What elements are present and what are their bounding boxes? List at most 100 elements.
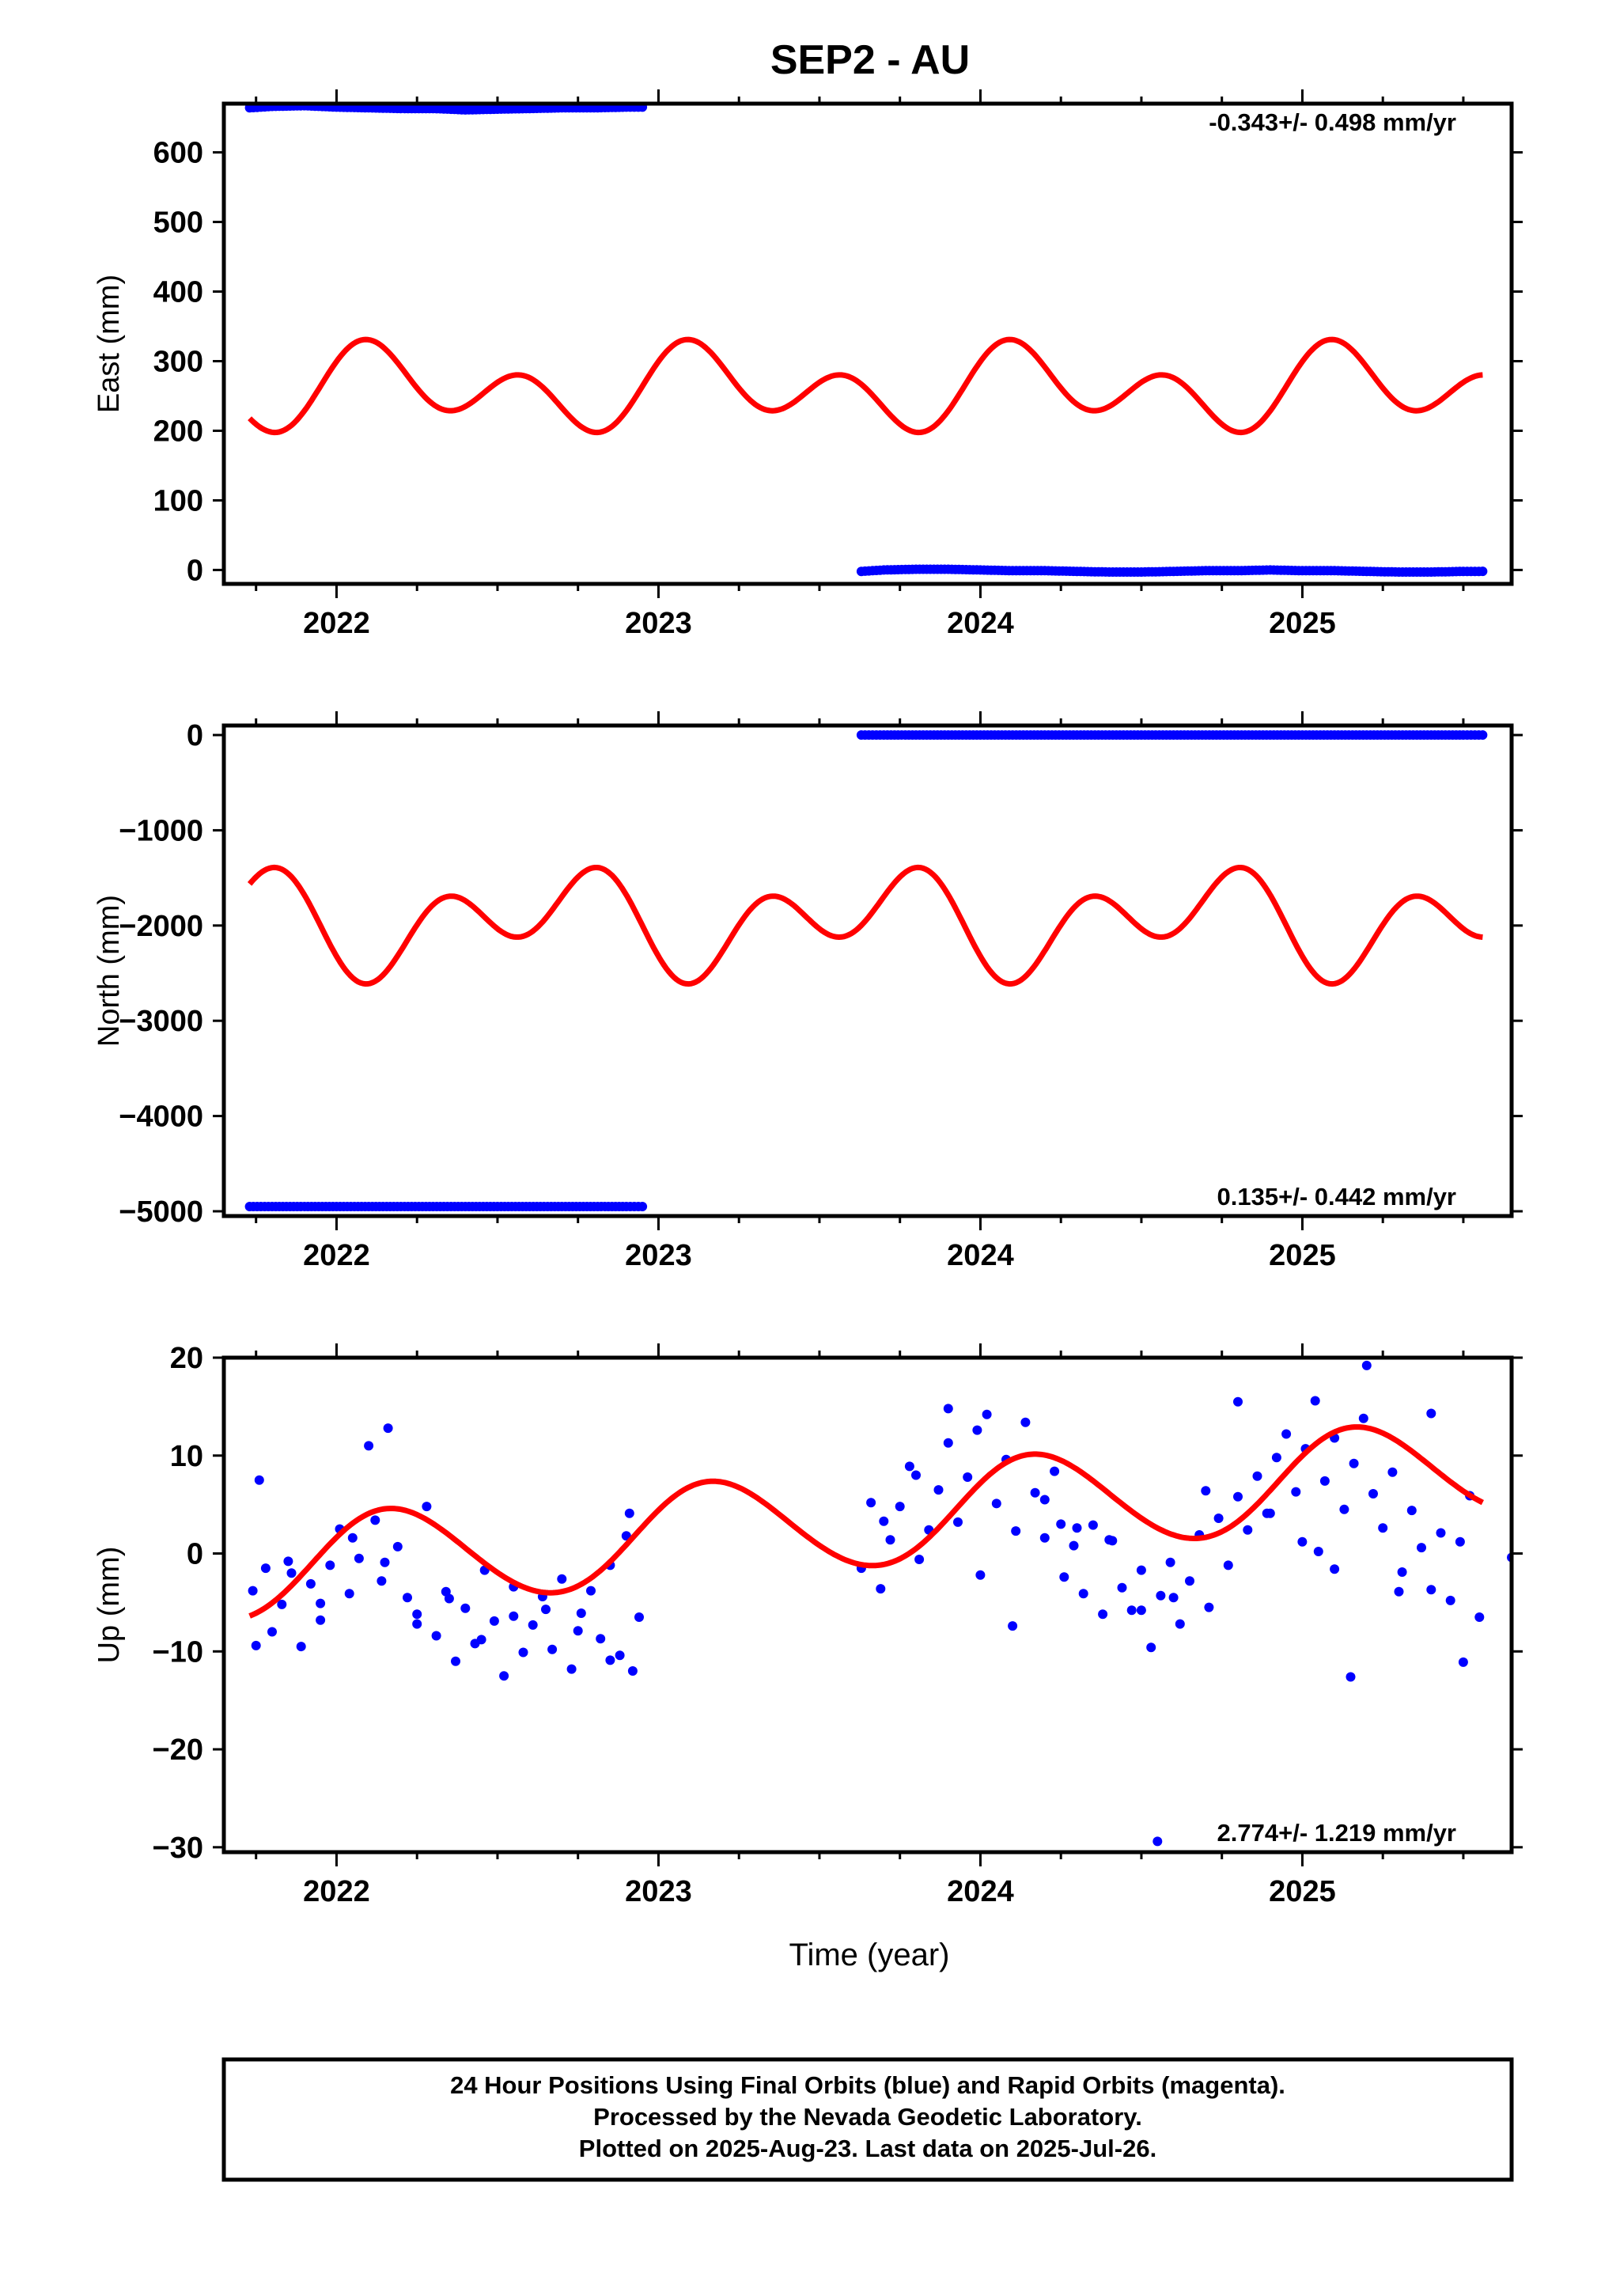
up-data-point xyxy=(1088,1520,1098,1530)
up-data-point xyxy=(991,1498,1001,1509)
north-y-tick-label: −4000 xyxy=(119,1101,203,1134)
up-data-point xyxy=(1175,1619,1185,1629)
up-data-point xyxy=(1104,1535,1115,1545)
up-data-point xyxy=(1474,1612,1485,1622)
up-data-point xyxy=(943,1404,953,1414)
up-data-point xyxy=(1039,1495,1050,1505)
up-data-point xyxy=(316,1615,326,1625)
up-data-point xyxy=(1394,1586,1404,1597)
up-data-point xyxy=(1436,1528,1446,1538)
up-data-point xyxy=(528,1620,538,1630)
up-data-point xyxy=(576,1608,586,1618)
up-data-point xyxy=(885,1535,895,1545)
up-data-point xyxy=(1030,1487,1040,1498)
east-y-tick-label: 300 xyxy=(153,345,203,378)
up-data-point xyxy=(972,1425,982,1435)
up-data-point xyxy=(1361,1360,1372,1370)
up-data-point xyxy=(499,1671,509,1681)
up-data-point xyxy=(377,1576,387,1586)
north-panel-frame xyxy=(221,723,1514,1218)
north-y-tick-label: −2000 xyxy=(119,910,203,943)
up-data-point xyxy=(1319,1476,1330,1486)
up-y-axis-label: Up (mm) xyxy=(93,1547,126,1664)
east-plot-area xyxy=(244,104,1488,577)
up-data-point xyxy=(342,0,351,5)
up-data-point xyxy=(1146,1642,1156,1653)
up-data-point xyxy=(634,1612,644,1622)
up-data-point xyxy=(260,1563,271,1574)
up-data-point xyxy=(1271,1453,1281,1463)
up-data-point xyxy=(1098,1609,1108,1620)
up-data-point xyxy=(412,1619,422,1629)
up-data-point xyxy=(1201,1486,1211,1496)
up-data-point xyxy=(1072,1523,1082,1533)
up-data-point xyxy=(1168,1593,1179,1603)
up-data-point xyxy=(1426,1585,1436,1595)
up-model-fit-line xyxy=(248,1424,1485,1619)
up-data-point xyxy=(1330,1564,1340,1574)
up-data-point xyxy=(451,1656,460,1666)
up-plot-area xyxy=(248,0,1512,1847)
north-data-point xyxy=(1478,730,1488,741)
north-model-fit-line xyxy=(247,864,1483,987)
north-y-tick-label: −3000 xyxy=(119,1005,203,1038)
up-data-point xyxy=(1069,1540,1079,1551)
up-data-point xyxy=(1059,1572,1069,1582)
up-data-point xyxy=(953,1517,963,1527)
up-x-tick-label: 2022 xyxy=(303,1875,370,1908)
up-data-point xyxy=(975,1570,986,1580)
north-y-axis-label: North (mm) xyxy=(93,895,126,1047)
up-data-point xyxy=(1020,1417,1031,1427)
up-data-point xyxy=(1455,1536,1465,1547)
up-data-point xyxy=(1204,1602,1214,1612)
up-data-point xyxy=(277,1599,287,1609)
up-data-point xyxy=(1426,1408,1436,1419)
up-data-point xyxy=(547,1644,558,1654)
up-x-tick-label: 2023 xyxy=(625,1875,692,1908)
up-data-point xyxy=(1313,1547,1323,1556)
up-data-point xyxy=(444,1593,454,1604)
east-panel: East (mm) 0 100 200 300 400 500 600 2022 2023 2024… xyxy=(93,89,1523,640)
up-data-point xyxy=(1223,1560,1233,1570)
up-data-point xyxy=(287,0,297,5)
up-data-point xyxy=(431,1631,441,1641)
up-data-point xyxy=(344,1589,354,1599)
up-y-tick-label: −10 xyxy=(153,1635,203,1669)
up-data-point xyxy=(943,1438,953,1448)
east-velocity-label: -0.343+/- 0.498 mm/yr xyxy=(1209,108,1456,136)
north-plot-area xyxy=(244,730,1488,1211)
east-y-axis-label: East (mm) xyxy=(93,275,126,413)
north-y-tick-label: −1000 xyxy=(119,814,203,847)
east-y-tick-label: 100 xyxy=(153,484,203,517)
up-data-point xyxy=(476,1635,486,1645)
up-data-point xyxy=(1233,1396,1243,1407)
up-data-point xyxy=(1165,1557,1175,1567)
east-y-tick-label: 200 xyxy=(153,415,203,448)
up-data-point xyxy=(628,0,638,5)
up-data-point xyxy=(1243,1525,1253,1535)
up-data-point xyxy=(248,1586,258,1596)
up-data-point xyxy=(933,1485,944,1495)
east-data-point xyxy=(1478,566,1488,577)
north-x-tick-label: 2023 xyxy=(625,1239,692,1272)
up-data-point xyxy=(283,1556,293,1567)
up-data-point xyxy=(489,1616,499,1626)
footer-box xyxy=(221,2057,1514,2182)
up-velocity-label: 2.774+/- 1.219 mm/yr xyxy=(1217,1819,1456,1847)
up-data-point xyxy=(296,1642,306,1652)
up-data-point xyxy=(1078,1589,1088,1599)
up-data-point xyxy=(509,1611,519,1621)
up-data-point xyxy=(1387,1467,1398,1477)
up-data-point xyxy=(364,1441,374,1451)
up-data-point xyxy=(1233,1491,1243,1502)
up-data-point xyxy=(1458,1657,1468,1667)
up-x-tick-label: 2024 xyxy=(947,1875,1014,1908)
up-data-point xyxy=(380,1557,390,1567)
up-data-point xyxy=(1136,1605,1146,1616)
up-data-point xyxy=(1156,1590,1166,1601)
north-x-tick-label: 2022 xyxy=(303,1239,370,1272)
x-axis-label: Time (year) xyxy=(789,1938,950,1972)
north-panel: North (mm) 0 −1000 −2000 −3000 −4000 −5000 2022… xyxy=(93,711,1523,1272)
footer-line-3: Plotted on 2025-Aug-23. Last data on 202… xyxy=(579,2135,1156,2162)
up-data-point xyxy=(1056,1519,1066,1529)
